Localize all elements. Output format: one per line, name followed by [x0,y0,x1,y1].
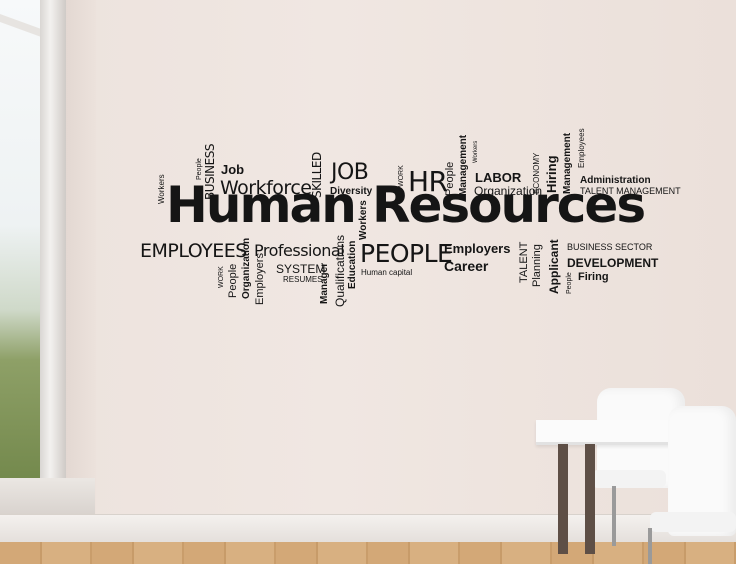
decal-word: PEOPLE [360,239,453,268]
decal-word: Human capital [361,268,413,277]
table-leg [585,444,595,554]
decal-word: SYSTEM [276,262,326,276]
window-sill [0,478,95,518]
decal-word: Education [347,240,358,289]
decal-word: Employers [254,253,266,305]
chair-leg [648,528,652,564]
table-leg [558,444,568,554]
decal-word: Firing [578,271,609,283]
decal-word: RESUMES [283,275,323,284]
wood-floor [0,542,736,564]
decal-main-word-resources: Resources [372,176,646,234]
decal-word: Workers [157,174,166,204]
decal-word: Workers [358,200,369,240]
decal-word: Employers [444,241,511,256]
decal-word: Professional [254,241,345,260]
window-frame [40,0,66,500]
decal-word: People [196,158,203,180]
decal-word: BUSINESS SECTOR [567,242,653,252]
decal-word: LABOR [475,170,522,185]
decal-word: Applicant [547,239,561,294]
decal-word: Career [444,258,489,274]
decal-word: Management [562,132,573,194]
decal-word: Diversity [330,186,373,197]
decal-word: Employees [577,128,586,168]
decal-word: Job [221,162,245,177]
decal-word: Workers [473,140,479,163]
decal-word: BUSINESS [203,144,217,200]
decal-word: EMPLOYEES [140,240,247,262]
decal-word: HR [408,165,448,198]
decal-word: ECONOMY [532,152,541,194]
decal-word: Manager [319,262,330,304]
decal-main-word-human: Human [166,176,357,234]
decal-word: Administration [580,175,651,186]
decal-word: Organization [241,237,252,299]
decal-word: People [444,161,456,196]
decal-word: Management [458,134,469,196]
decal-word: DEVELOPMENT [567,256,659,270]
decal-word: WORK [398,165,405,187]
decal-word: Organization [474,184,543,198]
chair-seat-left [592,470,666,488]
decal-word: Qualifications [333,234,347,307]
chair-seat-right [650,512,736,532]
decal-word: TALENT [518,241,530,283]
decal-word: People [227,263,239,298]
side-wall [66,0,96,540]
decal-word: People [566,272,573,294]
chair-leg [612,486,616,546]
decal-word: WORK [218,266,225,288]
decal-word: Workforce [220,177,312,199]
decal-word: JOB [331,160,369,185]
decal-word: SKILLED [310,152,324,198]
decal-word: Hiring [544,155,559,193]
decal-word: Planning [531,244,543,287]
decal-word: TALENT MANAGEMENT [580,186,681,196]
